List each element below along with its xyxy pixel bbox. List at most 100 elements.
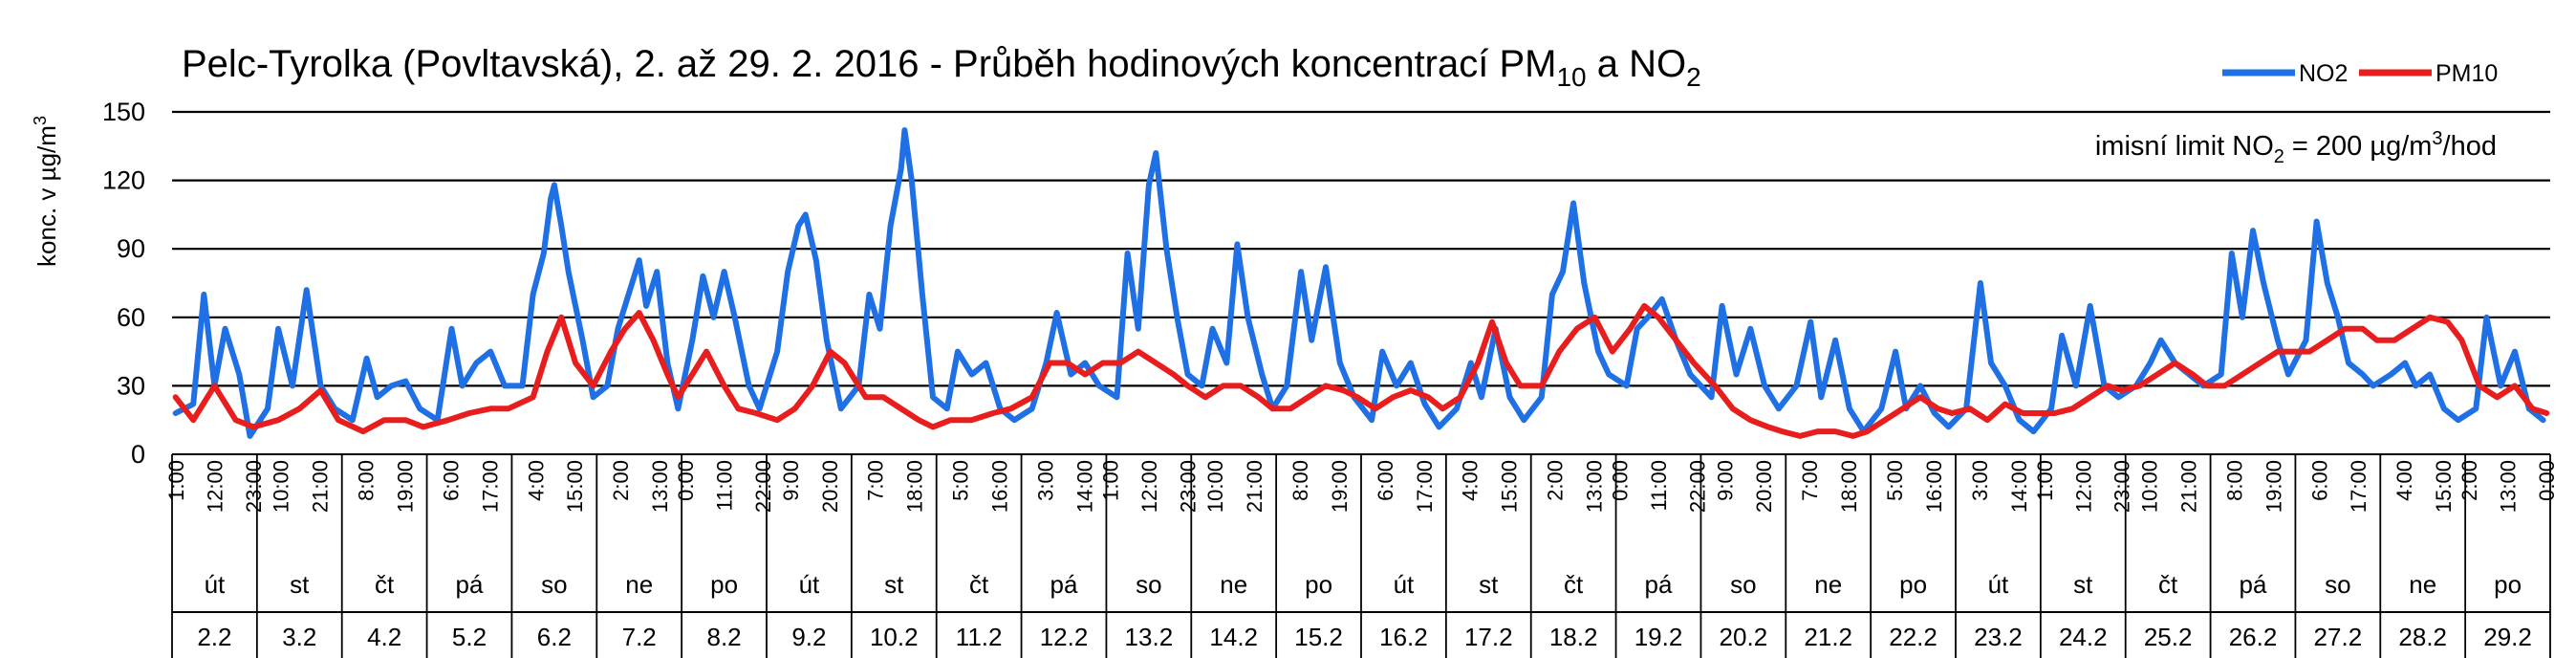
x-dow-label: ne bbox=[1814, 570, 1842, 599]
x-hour-label: 10:00 bbox=[2138, 460, 2162, 513]
x-dow-label: so bbox=[541, 570, 567, 599]
x-date-label: 8.2 bbox=[706, 623, 741, 651]
x-hour-label: 22:00 bbox=[751, 460, 775, 513]
x-hour-label: 6:00 bbox=[1374, 460, 1397, 501]
x-hour-label: 2:00 bbox=[609, 460, 633, 501]
x-hour-label: 3:00 bbox=[1968, 460, 1992, 501]
y-tick-90: 90 bbox=[117, 234, 145, 263]
x-hour-label: 10:00 bbox=[1203, 460, 1227, 513]
x-dow-label: út bbox=[205, 570, 226, 599]
x-hour-label: 7:00 bbox=[864, 460, 888, 501]
title-mid: a NO bbox=[1587, 43, 1686, 85]
legend-pm10-label: PM10 bbox=[2435, 60, 2498, 87]
x-date-label: 3.2 bbox=[282, 623, 316, 651]
x-dow-label: ne bbox=[625, 570, 653, 599]
x-date-label: 16.2 bbox=[1379, 623, 1428, 651]
x-hour-label: 0:00 bbox=[2535, 460, 2559, 501]
x-dow-label: čt bbox=[375, 570, 395, 599]
x-dow-label: st bbox=[1479, 570, 1499, 599]
x-date-label: 20.2 bbox=[1720, 623, 1768, 651]
x-hour-label: 17:00 bbox=[478, 460, 502, 513]
x-hour-label: 18:00 bbox=[1837, 460, 1861, 513]
x-hour-label: 21:00 bbox=[309, 460, 333, 513]
x-hour-label: 11:00 bbox=[1647, 460, 1671, 511]
x-hour-label: 0:00 bbox=[674, 460, 698, 501]
x-hour-label: 15:00 bbox=[1498, 460, 1522, 513]
x-hour-label: 12:00 bbox=[203, 460, 227, 513]
x-hour-label: 7:00 bbox=[1798, 460, 1822, 501]
x-date-label: 24.2 bbox=[2059, 623, 2108, 651]
x-dow-label: ne bbox=[2409, 570, 2436, 599]
x-hour-label: 8:00 bbox=[355, 460, 379, 501]
x-date-label: 15.2 bbox=[1294, 623, 1343, 651]
x-dow-label: po bbox=[2494, 570, 2522, 599]
x-dow-label: čt bbox=[1564, 570, 1584, 599]
y-tick-60: 60 bbox=[117, 303, 145, 332]
x-date-label: 14.2 bbox=[1209, 623, 1258, 651]
x-dow-label: pá bbox=[2240, 570, 2267, 599]
x-hour-label: 11:00 bbox=[713, 460, 737, 511]
x-hour-label: 23:00 bbox=[1176, 460, 1200, 513]
x-date-label: 5.2 bbox=[452, 623, 487, 651]
x-date-label: 26.2 bbox=[2229, 623, 2278, 651]
y-tick-120: 120 bbox=[102, 166, 145, 195]
x-hour-label: 8:00 bbox=[1288, 460, 1312, 501]
x-hour-label: 23:00 bbox=[242, 460, 266, 513]
x-hour-label: 12:00 bbox=[1137, 460, 1161, 513]
x-dow-label: út bbox=[799, 570, 820, 599]
series-pm10-line bbox=[172, 302, 2550, 439]
x-hour-label: 20:00 bbox=[1752, 460, 1776, 513]
x-hour-label: 3:00 bbox=[1034, 460, 1058, 501]
x-date-label: 12.2 bbox=[1040, 623, 1089, 651]
x-dow-label: čt bbox=[969, 570, 989, 599]
x-hour-label: 5:00 bbox=[949, 460, 973, 501]
x-hour-label: 14:00 bbox=[2007, 460, 2031, 513]
x-dow-label: po bbox=[1899, 570, 1927, 599]
y-tick-0: 0 bbox=[131, 440, 145, 469]
x-hour-label: 20:00 bbox=[818, 460, 842, 513]
chart-title: Pelc-Tyrolka (Povltavská), 2. až 29. 2. … bbox=[182, 43, 1701, 92]
x-dow-label: po bbox=[1305, 570, 1332, 599]
plot-area bbox=[172, 127, 2550, 439]
x-hour-label: 4:00 bbox=[1459, 460, 1483, 501]
x-date-label: 2.2 bbox=[197, 623, 231, 651]
x-hour-label: 1:00 bbox=[2033, 460, 2057, 501]
x-date-label: 28.2 bbox=[2398, 623, 2447, 651]
x-hour-label: 1:00 bbox=[164, 460, 188, 501]
title-sub-10: 10 bbox=[1556, 62, 1586, 92]
x-hour-label: 2:00 bbox=[2457, 460, 2481, 501]
grid: 0 30 60 90 120 150 bbox=[102, 98, 2550, 469]
x-hour-label: 16:00 bbox=[988, 460, 1012, 513]
x-dow-label: po bbox=[710, 570, 738, 599]
x-hour-label: 21:00 bbox=[1243, 460, 1266, 513]
x-date-label: 21.2 bbox=[1804, 623, 1852, 651]
x-date-label: 13.2 bbox=[1125, 623, 1174, 651]
legend-no2-label: NO2 bbox=[2299, 60, 2348, 87]
x-hour-label: 13:00 bbox=[2497, 460, 2521, 513]
x-dow-label: pá bbox=[456, 570, 484, 599]
x-date-label: 6.2 bbox=[537, 623, 572, 651]
x-hour-label: 6:00 bbox=[440, 460, 464, 501]
x-date-label: 11.2 bbox=[956, 623, 1003, 651]
x-date-label: 29.2 bbox=[2483, 623, 2532, 651]
x-hour-label: 12:00 bbox=[2071, 460, 2095, 513]
x-date-label: 9.2 bbox=[791, 623, 826, 651]
x-hour-label: 19:00 bbox=[394, 460, 418, 513]
x-dow-label: so bbox=[1730, 570, 1756, 599]
legend: NO2 PM10 bbox=[2222, 60, 2498, 87]
x-date-label: 17.2 bbox=[1464, 623, 1513, 651]
x-date-label: 7.2 bbox=[622, 623, 657, 651]
x-dow-label: st bbox=[884, 570, 904, 599]
x-dow-label: ne bbox=[1220, 570, 1247, 599]
x-dow-label: so bbox=[2325, 570, 2350, 599]
x-hour-label: 13:00 bbox=[1583, 460, 1607, 513]
x-hour-label: 4:00 bbox=[524, 460, 548, 501]
x-dow-label: st bbox=[290, 570, 310, 599]
x-dow-label: so bbox=[1136, 570, 1161, 599]
x-hour-label: 6:00 bbox=[2307, 460, 2331, 501]
x-hour-label: 22:00 bbox=[1685, 460, 1709, 513]
x-hour-label: 1:00 bbox=[1098, 460, 1122, 501]
title-main: Pelc-Tyrolka (Povltavská), 2. až 29. 2. … bbox=[182, 43, 1556, 85]
x-date-label: 22.2 bbox=[1889, 623, 1937, 651]
